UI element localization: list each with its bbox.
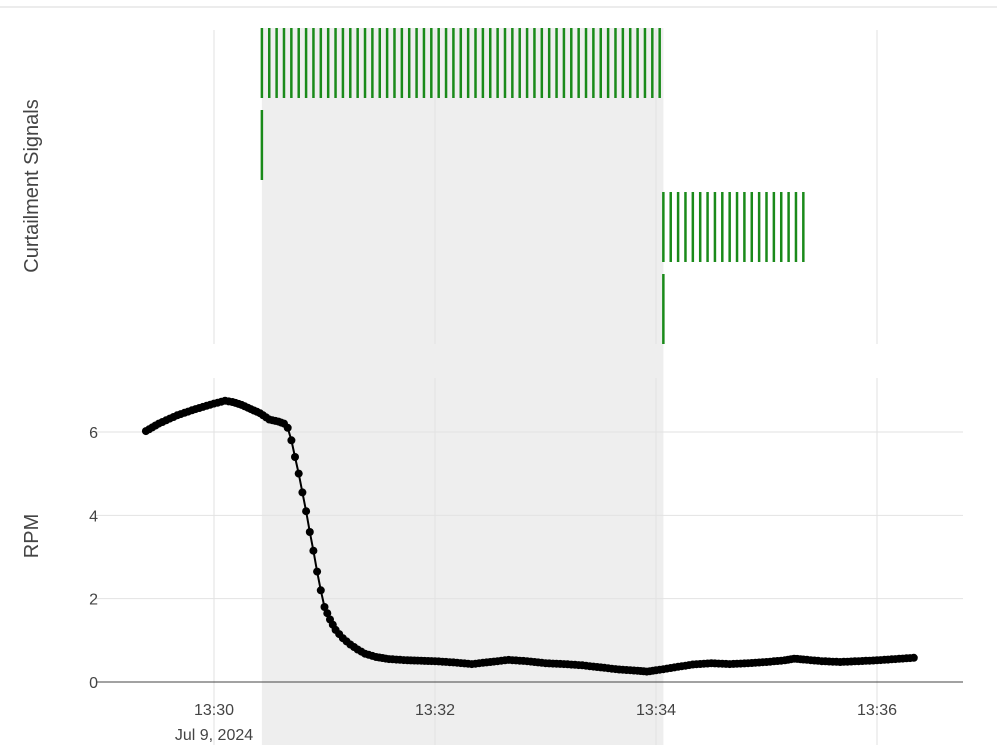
rpm-axis-title: RPM [21,514,43,558]
rpm-point [309,546,318,555]
rpm-point [283,423,292,432]
x-tick-label: 13:32 [415,702,455,719]
y-tick-label: 6 [89,425,98,442]
y-tick-label: 2 [89,592,98,609]
y-tick-label: 0 [89,675,98,692]
curtailment-axis-title: Curtailment Signals [21,99,43,272]
curtailment-shaded-region-layer [261,28,664,745]
x-tick-label: 13:34 [636,702,676,719]
rpm-point [298,488,307,497]
rpm-point [305,528,314,536]
rpm-point [287,436,296,445]
x-tick-label: 13:36 [857,702,897,719]
rpm-point [320,603,329,611]
curtailment-signal-marks [260,28,805,344]
rpm-series [141,396,918,676]
rpm-point [291,453,299,461]
rpm-point [294,469,303,478]
rpm-point [302,507,311,516]
rpm-point [316,586,325,595]
axis-layer: 0 2 4 6 13:30 13:32 13:34 13:36 [89,425,963,719]
rpm-point [909,653,918,662]
grid-layer [96,30,963,745]
rpm-point [313,567,322,576]
x-tick-label: 13:30 [194,702,234,719]
rpm-point [323,609,332,618]
y-tick-label: 4 [89,508,98,525]
x-tick-date-label: Jul 9, 2024 [175,727,253,744]
curtailment-shaded-region [261,28,664,745]
